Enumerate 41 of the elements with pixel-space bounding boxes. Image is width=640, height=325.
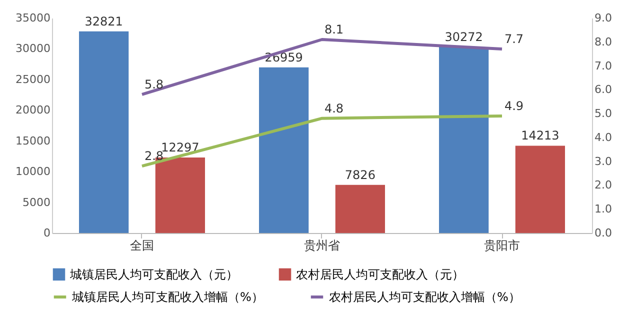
data-label: 8.1 [324,22,344,36]
y-tick-label: 35000 [16,12,50,24]
data-label: 7826 [344,168,376,182]
bar [79,31,129,233]
data-label: 4.8 [324,101,344,116]
y2-tick-label: 6.0 [594,83,612,96]
data-label: 32821 [84,14,123,28]
y2-tick-label: 8.0 [594,35,612,48]
y2-tick-label: 4.0 [594,130,612,144]
bar [439,47,489,233]
y-tick-label: 20000 [16,104,50,117]
legend-label: 农村居民人均可支配收入（元） [296,267,464,282]
y-tick-label: 30000 [16,42,50,56]
y2-tick-label: 1.0 [594,202,612,216]
data-label: 30272 [444,30,483,44]
y2-tick-label: 2.0 [594,178,612,192]
x-tick-label: 贵阳市 [484,238,520,252]
x-tick-label: 全国 [130,238,154,252]
data-label: 5.8 [144,77,164,92]
y2-tick-label: 0.0 [594,226,612,240]
legend-label: 农村居民人均可支配收入增幅（%） [329,290,520,304]
data-label: 4.9 [504,98,524,113]
data-label: 7.7 [504,32,524,46]
data-label: 2.8 [144,149,164,164]
y-tick-label: 10000 [16,165,50,178]
y-tick-label: 15000 [16,134,50,148]
bar [259,67,309,233]
y-tick-label: 0 [44,226,50,240]
y-tick-label: 5000 [22,196,50,209]
legend-label: 城镇居民人均可支配收入（元） [69,267,238,282]
legend-label: 城镇居民人均可支配收入增幅（%） [71,290,264,304]
y2-tick-label: 3.0 [594,154,612,168]
data-label: 14213 [521,128,560,143]
bar [335,184,385,233]
data-label: 12297 [161,140,200,154]
y2-tick-label: 9.0 [594,12,612,24]
y2-tick-label: 5.0 [594,107,612,120]
y2-tick-label: 7.0 [594,59,612,72]
y-tick-label: 25000 [16,72,50,86]
bar [515,146,565,233]
x-tick-label: 贵州省 [304,238,340,252]
